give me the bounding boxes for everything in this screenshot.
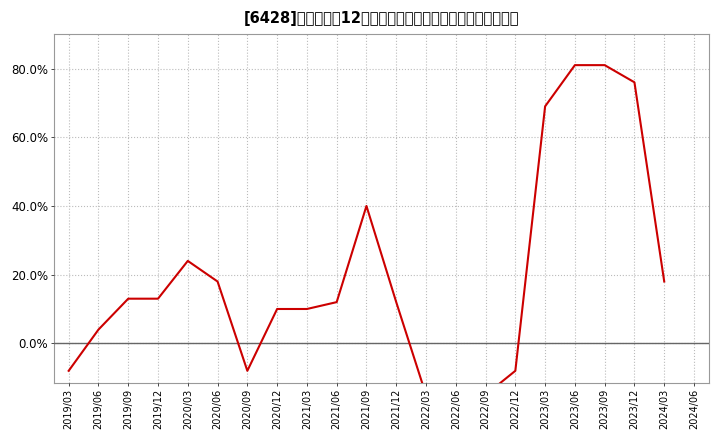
Title: [6428]　売上高の12か月移動合計の対前年同期増減率の推移: [6428] 売上高の12か月移動合計の対前年同期増減率の推移 [243, 11, 519, 26]
